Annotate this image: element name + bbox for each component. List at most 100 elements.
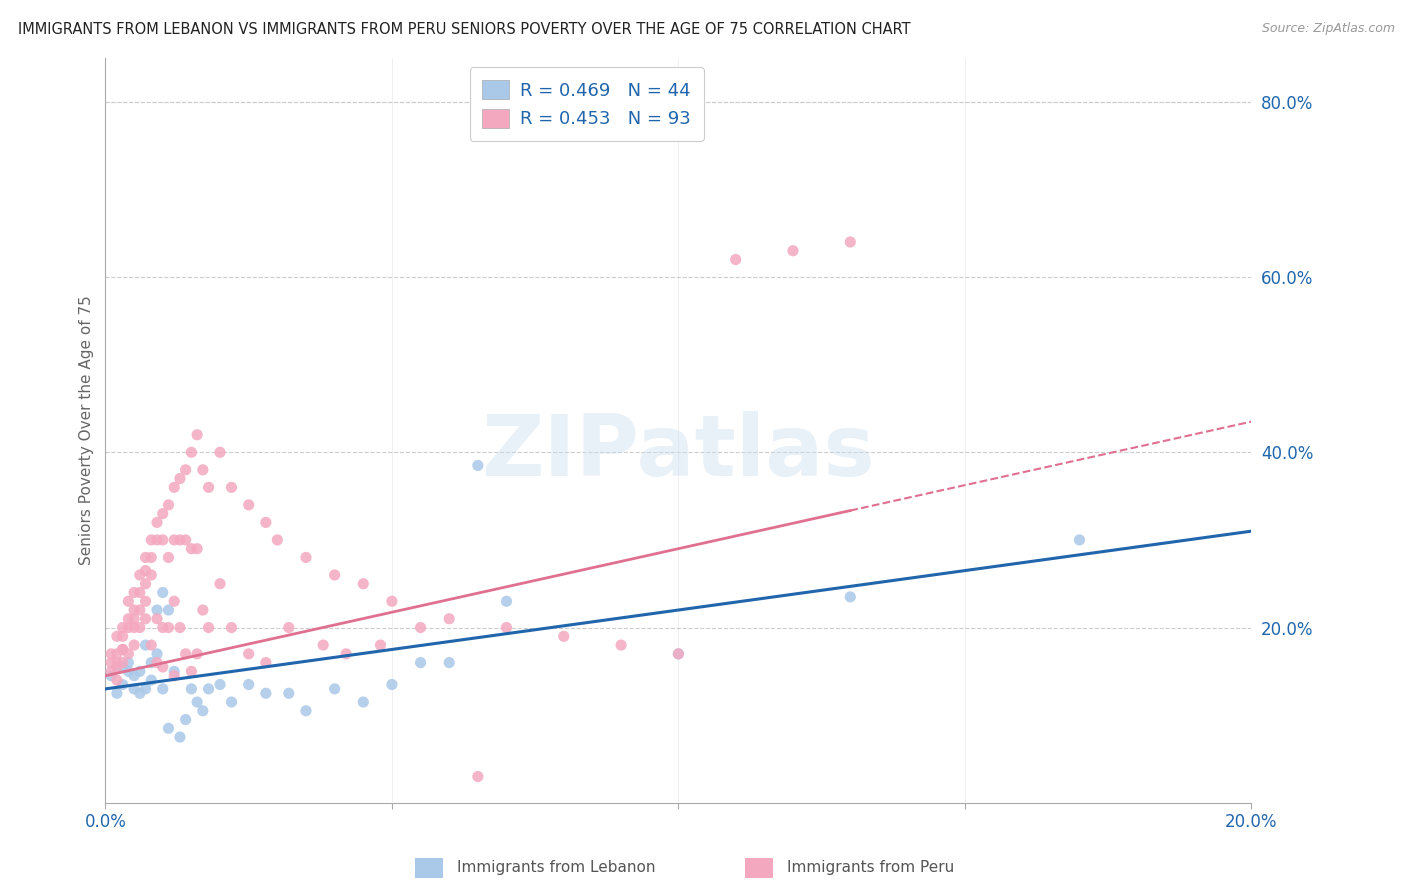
Point [135, 594, 157, 608]
Point [122, 669, 145, 683]
Point [553, 629, 575, 643]
Point [100, 669, 122, 683]
Point [122, 621, 145, 635]
Point [370, 638, 392, 652]
Point [352, 576, 374, 591]
Point [208, 677, 231, 691]
Point [180, 665, 202, 679]
Point [111, 677, 134, 691]
Point [839, 590, 862, 604]
Point [141, 568, 163, 582]
Point [238, 647, 260, 661]
Point [174, 533, 197, 547]
Point [439, 612, 461, 626]
Point [295, 550, 318, 565]
Point [122, 612, 145, 626]
Point [335, 647, 357, 661]
Point [191, 704, 214, 718]
Point [174, 713, 197, 727]
Point [157, 721, 180, 735]
Point [666, 647, 689, 661]
Point [197, 480, 219, 494]
Point [839, 235, 862, 249]
Point [141, 533, 163, 547]
Point [117, 621, 139, 635]
Point [128, 568, 150, 582]
Point [467, 770, 489, 784]
Point [467, 458, 489, 473]
Point [186, 541, 208, 556]
Point [135, 550, 157, 565]
Point [105, 647, 128, 661]
Point [439, 656, 461, 670]
Point [100, 647, 122, 661]
Point [152, 621, 174, 635]
Text: Immigrants from Lebanon: Immigrants from Lebanon [457, 861, 655, 875]
Point [163, 480, 186, 494]
Point [221, 480, 243, 494]
Point [122, 681, 145, 696]
Point [495, 621, 517, 635]
Point [152, 660, 174, 674]
Point [100, 665, 122, 679]
Point [186, 695, 208, 709]
Point [352, 695, 374, 709]
Point [141, 550, 163, 565]
Point [169, 621, 191, 635]
Point [169, 533, 191, 547]
Point [152, 507, 174, 521]
Point [100, 656, 122, 670]
Point [122, 603, 145, 617]
Point [277, 621, 299, 635]
Point [169, 730, 191, 744]
Point [197, 621, 219, 635]
Point [135, 638, 157, 652]
Point [122, 585, 145, 599]
Point [135, 576, 157, 591]
Point [128, 686, 150, 700]
Point [135, 612, 157, 626]
Point [495, 594, 517, 608]
Point [180, 541, 202, 556]
Y-axis label: Seniors Poverty Over the Age of 75: Seniors Poverty Over the Age of 75 [79, 295, 94, 566]
Point [152, 533, 174, 547]
Point [117, 594, 139, 608]
Point [254, 656, 277, 670]
Point [117, 647, 139, 661]
Point [191, 603, 214, 617]
Point [105, 686, 128, 700]
Point [277, 686, 299, 700]
Point [238, 677, 260, 691]
Point [111, 660, 134, 674]
Point [146, 533, 169, 547]
Point [105, 673, 128, 687]
Point [152, 681, 174, 696]
Point [128, 665, 150, 679]
Point [105, 656, 128, 670]
Point [111, 629, 134, 643]
Point [295, 704, 318, 718]
Point [111, 642, 134, 657]
Point [312, 638, 335, 652]
Point [323, 568, 346, 582]
Point [381, 677, 404, 691]
Point [111, 642, 134, 657]
Point [146, 603, 169, 617]
Point [141, 638, 163, 652]
Point [111, 656, 134, 670]
Point [141, 673, 163, 687]
Point [610, 638, 633, 652]
Point [191, 463, 214, 477]
Point [180, 681, 202, 696]
Point [169, 472, 191, 486]
Point [782, 244, 804, 258]
Point [128, 621, 150, 635]
Point [157, 621, 180, 635]
Point [122, 638, 145, 652]
Point [238, 498, 260, 512]
Point [146, 656, 169, 670]
Text: Source: ZipAtlas.com: Source: ZipAtlas.com [1261, 22, 1395, 36]
Point [135, 564, 157, 578]
Point [174, 463, 197, 477]
Point [146, 516, 169, 530]
